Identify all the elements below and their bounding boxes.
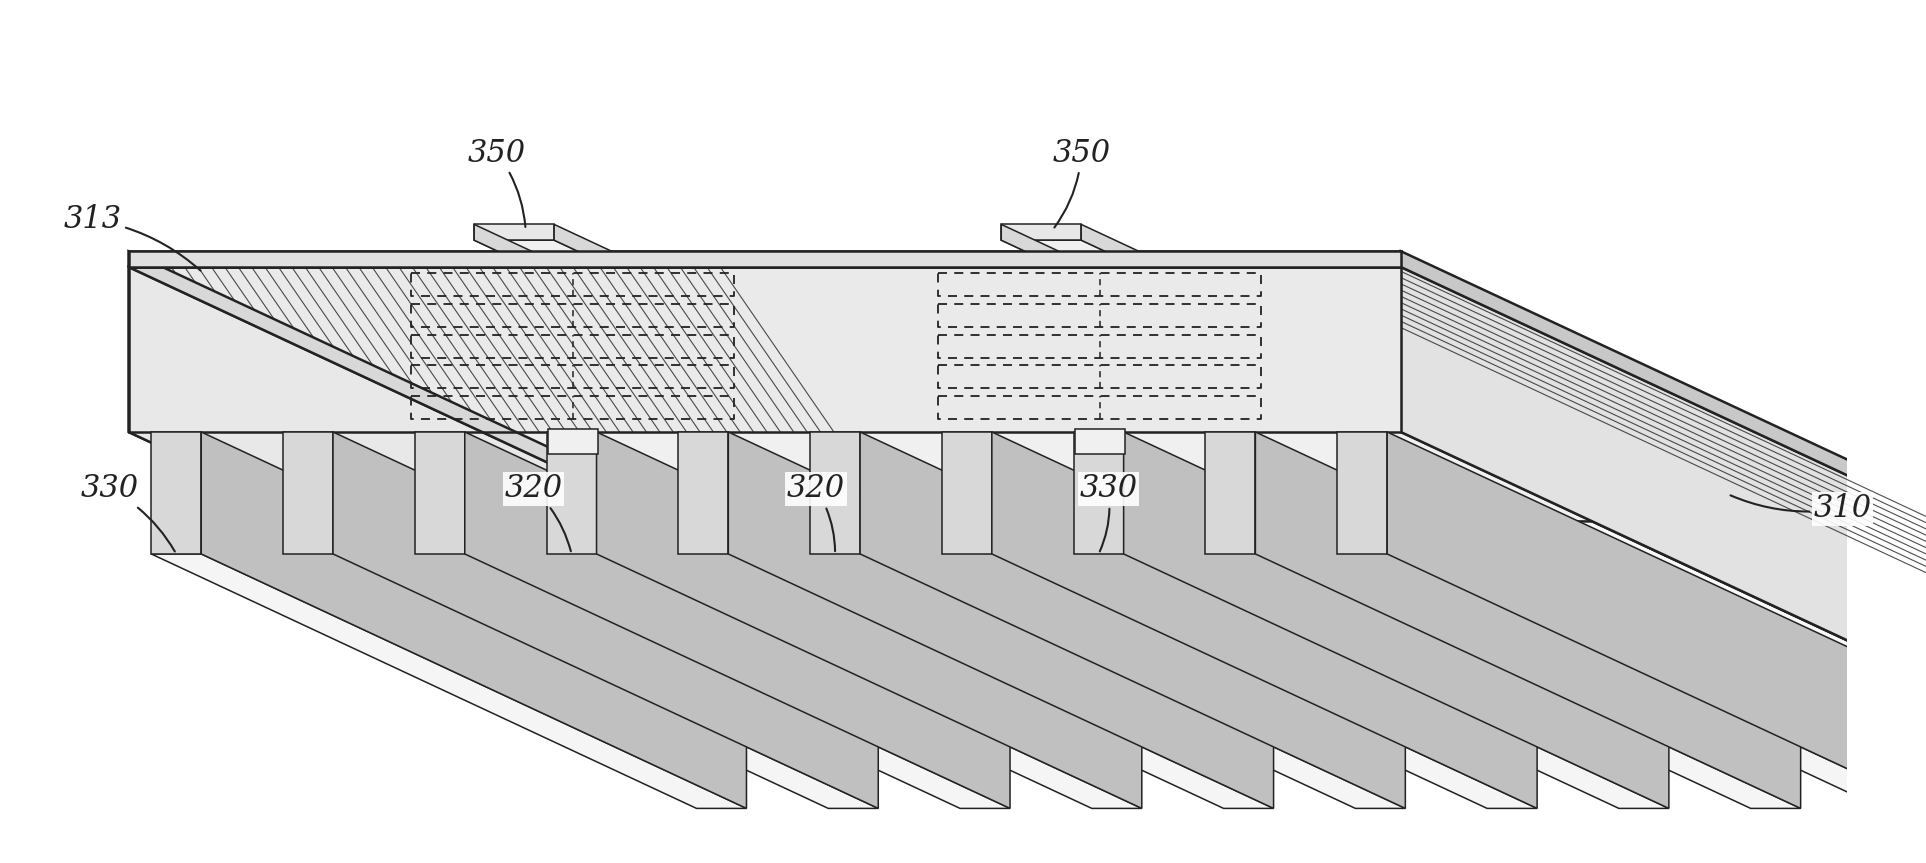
Text: 350: 350 [1052,138,1111,228]
Polygon shape [1073,432,1123,554]
Polygon shape [942,432,992,554]
Text: 320: 320 [505,474,570,551]
Text: 310: 310 [1730,493,1872,524]
Polygon shape [333,432,878,809]
Polygon shape [1073,554,1670,809]
Polygon shape [1075,429,1125,454]
Polygon shape [129,251,674,521]
Polygon shape [678,432,728,554]
Polygon shape [597,432,1142,809]
Polygon shape [1400,251,1926,521]
Polygon shape [129,267,674,686]
Polygon shape [283,432,333,554]
Polygon shape [811,432,861,554]
Polygon shape [1206,554,1801,809]
Polygon shape [1256,432,1801,809]
Text: 330: 330 [81,474,175,551]
Polygon shape [861,432,1406,809]
Polygon shape [547,432,597,554]
Polygon shape [1080,224,1138,267]
Polygon shape [129,267,1926,521]
Polygon shape [1337,432,1387,554]
Polygon shape [414,554,1009,809]
Polygon shape [129,251,1400,267]
Polygon shape [152,432,200,554]
Polygon shape [1002,224,1059,267]
Polygon shape [129,251,1400,267]
Text: 313: 313 [64,205,200,271]
Polygon shape [200,432,747,809]
Polygon shape [555,224,612,267]
Polygon shape [474,224,532,267]
Polygon shape [474,240,612,267]
Polygon shape [942,554,1537,809]
Polygon shape [1002,240,1138,267]
Polygon shape [464,432,1009,809]
Polygon shape [1337,554,1926,809]
Polygon shape [1400,267,1926,686]
Polygon shape [547,429,597,454]
Polygon shape [414,432,464,554]
Polygon shape [1400,267,1926,686]
Polygon shape [1123,432,1670,809]
Polygon shape [1206,432,1256,554]
Text: 350: 350 [468,138,526,227]
Polygon shape [811,554,1406,809]
Polygon shape [728,432,1273,809]
Polygon shape [992,432,1537,809]
Polygon shape [678,554,1273,809]
Polygon shape [547,554,1142,809]
Polygon shape [1002,224,1080,240]
Text: 320: 320 [788,474,846,551]
Text: 330: 330 [1079,474,1136,551]
Polygon shape [129,432,1926,686]
Polygon shape [1387,432,1926,809]
Polygon shape [129,267,1400,432]
Polygon shape [283,554,878,809]
Polygon shape [474,224,555,240]
Polygon shape [152,554,747,809]
